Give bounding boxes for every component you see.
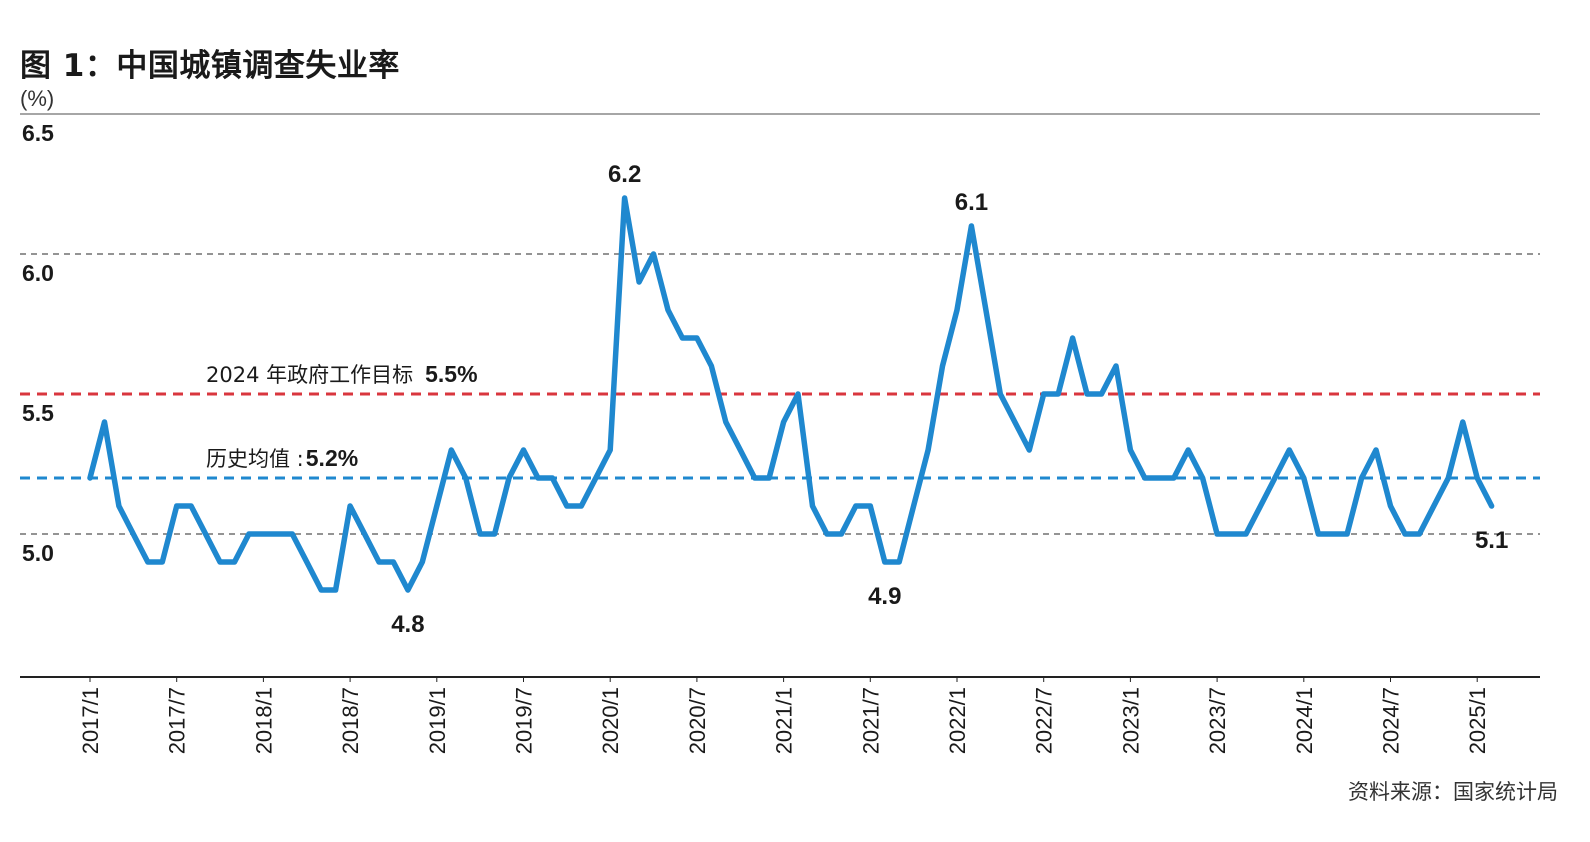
x-tick-label: 2019/1	[425, 687, 450, 754]
data-label: 5.1	[1475, 527, 1508, 554]
x-tick-label: 2017/7	[165, 687, 190, 754]
x-tick-label: 2024/1	[1292, 687, 1317, 754]
y-axis-unit-label: (%)	[20, 86, 55, 111]
x-tick-label: 2023/1	[1118, 687, 1143, 754]
y-tick-label: 6.0	[22, 260, 54, 286]
reference-line-label: 2024 年政府工作目标	[206, 363, 413, 387]
labels-layer: 6.2 6.1 4.8 4.9 5.1	[391, 161, 1508, 638]
y-tick-label: 6.5	[22, 120, 54, 146]
chart-title: 图 1：中国城镇调查失业率	[20, 48, 400, 84]
x-tick-label: 2025/1	[1465, 687, 1490, 754]
reference-line-value: 5.5%	[425, 361, 477, 387]
x-tick-label: 2020/1	[598, 687, 623, 754]
reference-line-value: 5.2%	[306, 445, 358, 471]
x-tick-label: 2020/7	[685, 687, 710, 754]
reference-line-label: 历史均值 :	[206, 447, 304, 471]
x-tick-label: 2018/7	[338, 687, 363, 754]
x-tick-label: 2017/1	[78, 687, 103, 754]
data-label: 4.9	[868, 583, 901, 610]
x-tick-label: 2023/7	[1205, 687, 1230, 754]
data-label: 6.1	[955, 189, 988, 216]
data-label: 4.8	[391, 611, 424, 638]
reference-lines: 2024 年政府工作目标 5.5% 历史均值 :5.2%	[20, 361, 1540, 480]
grid-layer	[20, 113, 1540, 535]
x-tick-label: 2024/7	[1379, 687, 1404, 754]
x-tick-label: 2021/7	[858, 687, 883, 754]
data-label: 6.2	[608, 161, 641, 188]
series-layer	[87, 195, 1495, 593]
axes: 5.0 5.5 6.0 6.5 2017/1 2017/7 2018/1 2018/7 2019…	[20, 120, 1540, 754]
source-note: 资料来源：国家统计局	[1348, 780, 1558, 804]
y-tick-label: 5.5	[22, 400, 54, 426]
x-tick-label: 2022/7	[1032, 687, 1057, 754]
x-tick-label: 2022/1	[945, 687, 970, 754]
x-tick-label: 2019/7	[512, 687, 537, 754]
series-line	[87, 195, 1495, 593]
x-tick-label: 2018/1	[251, 687, 276, 754]
y-tick-label: 5.0	[22, 540, 54, 566]
x-tick-label: 2021/1	[772, 687, 797, 754]
